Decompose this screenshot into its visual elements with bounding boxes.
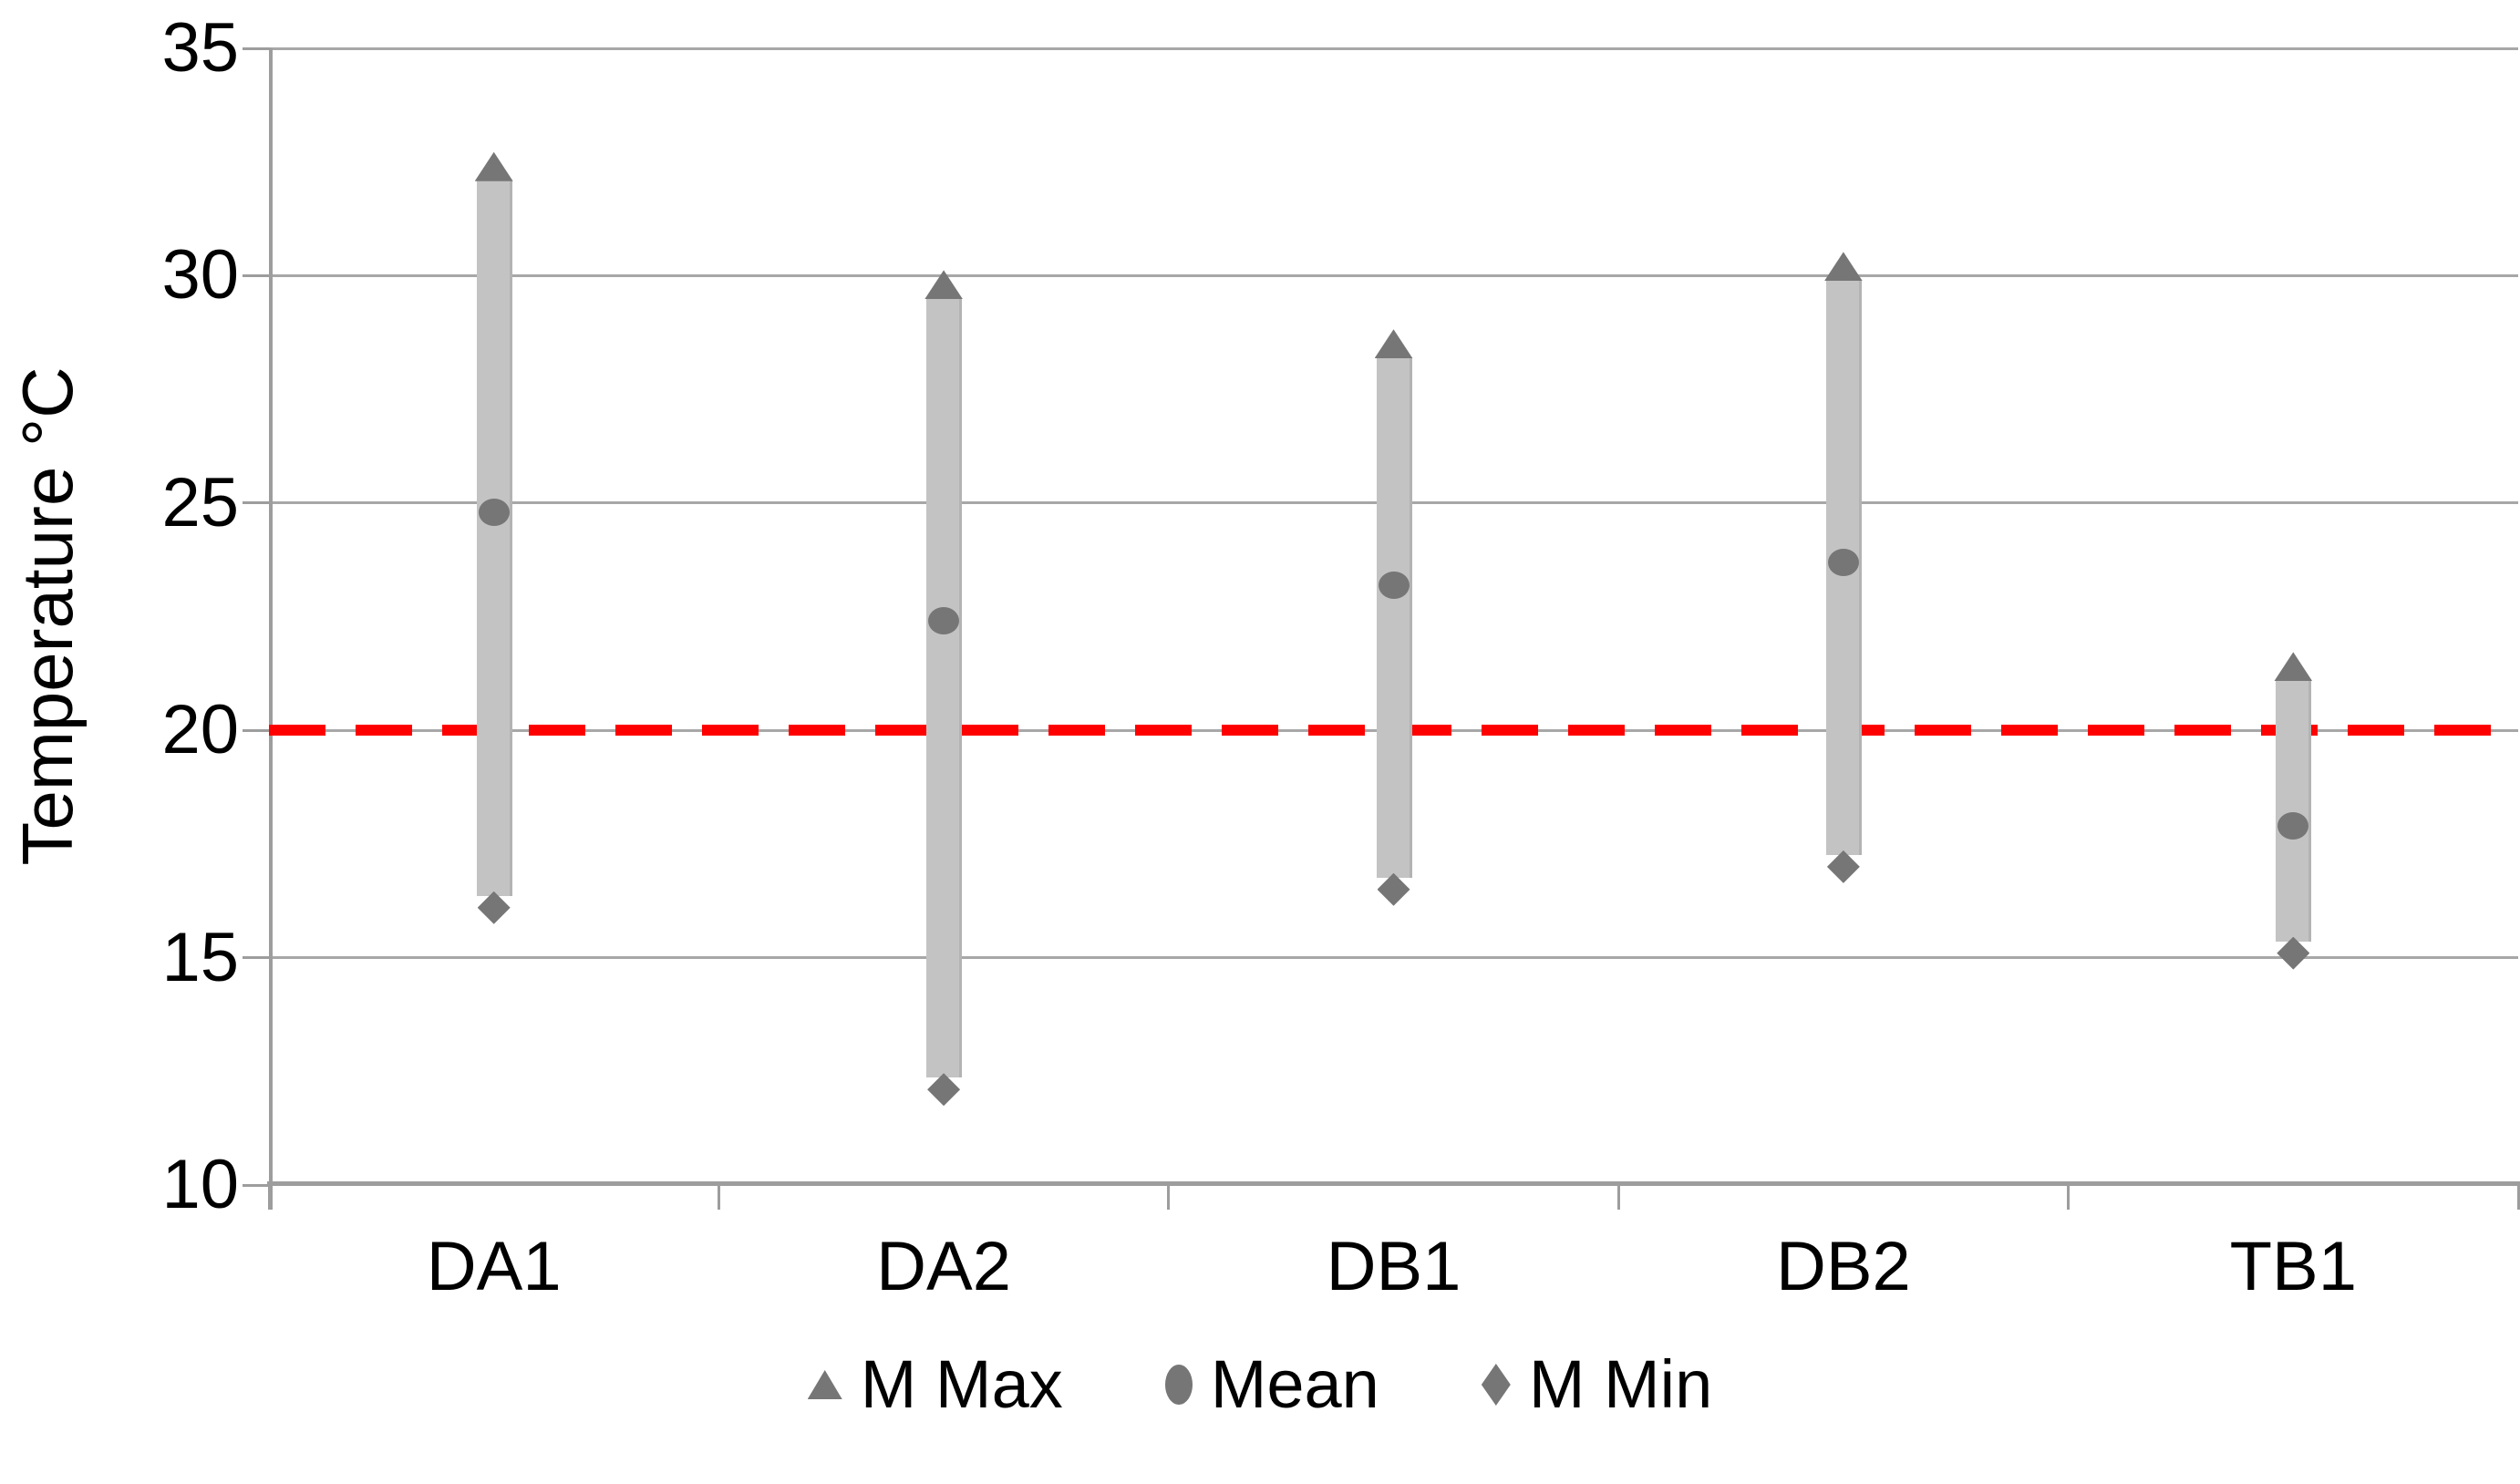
x-tick-0 bbox=[267, 1186, 271, 1210]
x-category-label-DA2: DA2 bbox=[876, 1228, 1012, 1305]
x-tick-3 bbox=[1616, 1186, 1620, 1210]
gridline-15 bbox=[269, 956, 2518, 960]
legend-label-mean: Mean bbox=[1210, 1346, 1379, 1422]
m-min-marker-DB1 bbox=[1377, 872, 1410, 906]
x-category-label-TB1: TB1 bbox=[2229, 1228, 2357, 1305]
legend: M Max Mean M Min bbox=[0, 1351, 2520, 1418]
m-max-marker-DA1 bbox=[474, 151, 513, 181]
range-bar-DA1 bbox=[476, 180, 512, 896]
legend-item-m-max: M Max bbox=[807, 1346, 1063, 1422]
x-tick-1 bbox=[717, 1186, 720, 1210]
y-axis-line bbox=[269, 48, 273, 1210]
m-min-marker-DA1 bbox=[477, 891, 511, 924]
x-tick-4 bbox=[2067, 1186, 2071, 1210]
y-tick-label-15: 15 bbox=[161, 918, 239, 996]
y-tick-label-10: 10 bbox=[161, 1146, 239, 1223]
mean-marker-TB1 bbox=[2277, 811, 2309, 840]
m-min-marker-DA2 bbox=[927, 1073, 961, 1107]
x-category-label-DB2: DB2 bbox=[1775, 1228, 1911, 1305]
legend-label-m-max: M Max bbox=[860, 1346, 1063, 1422]
x-category-label-DA1: DA1 bbox=[426, 1228, 562, 1305]
mean-marker-DB2 bbox=[1827, 548, 1859, 576]
circle-icon bbox=[1164, 1365, 1193, 1405]
y-tick-25 bbox=[243, 501, 270, 505]
legend-item-m-min: M Min bbox=[1481, 1346, 1713, 1422]
diamond-icon bbox=[1481, 1364, 1511, 1406]
x-tick-5 bbox=[2516, 1186, 2520, 1210]
y-tick-30 bbox=[243, 273, 270, 277]
range-bar-DB1 bbox=[1376, 357, 1412, 878]
m-min-marker-DB2 bbox=[1826, 850, 1860, 883]
y-tick-label-20: 20 bbox=[161, 691, 239, 769]
y-axis-title-text: Temperature °C bbox=[7, 366, 88, 866]
m-max-marker-DB1 bbox=[1374, 329, 1413, 359]
y-tick-label-25: 25 bbox=[161, 463, 239, 541]
mean-marker-DB1 bbox=[1378, 571, 1410, 599]
x-tick-2 bbox=[1167, 1186, 1171, 1210]
range-bar-DA2 bbox=[926, 298, 963, 1078]
range-bar-TB1 bbox=[2276, 680, 2312, 942]
y-tick-20 bbox=[243, 728, 270, 732]
legend-item-mean: Mean bbox=[1164, 1346, 1379, 1422]
y-tick-35 bbox=[243, 46, 270, 50]
x-axis-line bbox=[267, 1181, 2520, 1186]
y-tick-10 bbox=[243, 1183, 270, 1187]
mean-marker-DA1 bbox=[478, 498, 510, 526]
y-tick-15 bbox=[243, 956, 270, 960]
y-tick-label-35: 35 bbox=[161, 9, 239, 87]
m-max-marker-TB1 bbox=[2274, 652, 2313, 682]
m-min-marker-TB1 bbox=[2277, 936, 2310, 970]
gridline-35 bbox=[269, 46, 2518, 50]
gridline-30 bbox=[269, 273, 2518, 277]
x-category-label-DB1: DB1 bbox=[1326, 1228, 1461, 1305]
triangle-icon bbox=[807, 1370, 842, 1399]
y-tick-label-30: 30 bbox=[161, 236, 239, 314]
legend-label-m-min: M Min bbox=[1528, 1346, 1713, 1422]
m-max-marker-DB2 bbox=[1823, 252, 1863, 282]
plot-area bbox=[269, 46, 2518, 1185]
mean-marker-DA2 bbox=[928, 607, 960, 635]
